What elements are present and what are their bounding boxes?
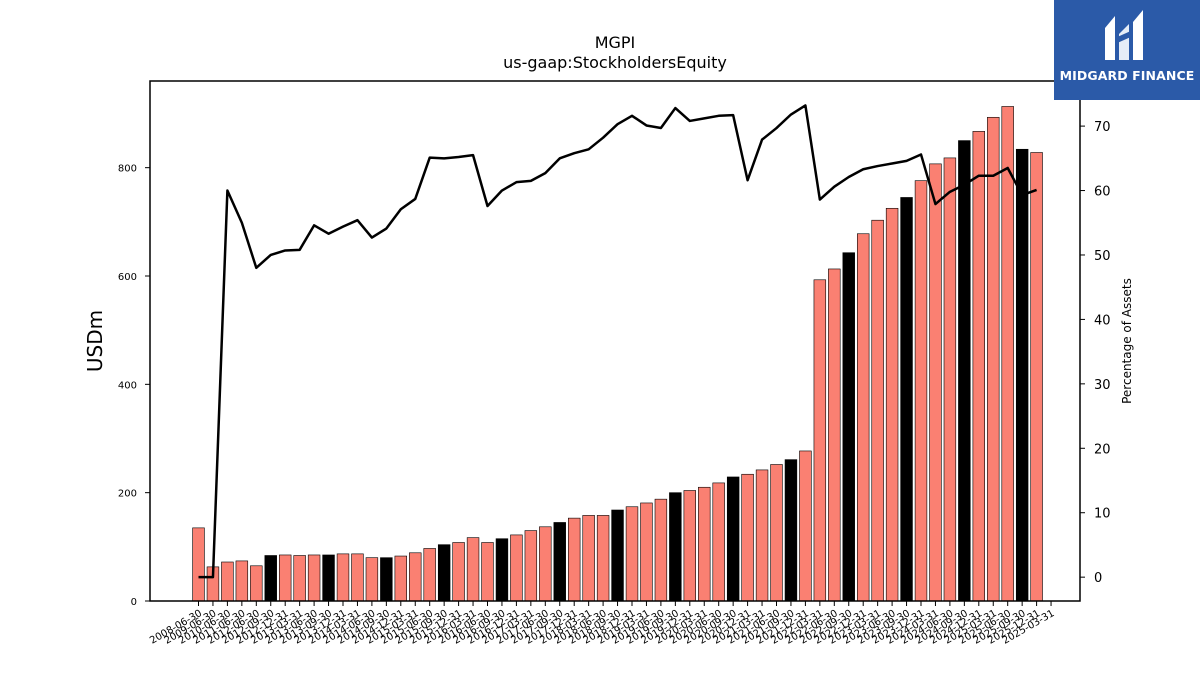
bar [611, 509, 624, 602]
bar [1030, 152, 1043, 602]
chart-subtitle: us-gaap:StockholdersEquity [503, 53, 727, 72]
y-tick-label: 600 [118, 272, 137, 283]
y2-tick-label: 20 [1094, 442, 1111, 457]
bar [264, 555, 277, 602]
bar-series [192, 106, 1043, 602]
y-axis-label: USDm [83, 310, 107, 372]
bar [452, 542, 465, 602]
bar [712, 482, 725, 602]
y2-tick-label: 0 [1094, 571, 1102, 586]
y-tick-label: 800 [118, 164, 137, 175]
plot-frame [149, 80, 1081, 602]
x-axis: 2008-06-302009-06-302010-06-302011-06-30… [148, 601, 1057, 647]
bar [567, 517, 581, 602]
bar [1001, 106, 1014, 602]
y-tick-label: 0 [131, 597, 137, 608]
y2-tick-label: 10 [1094, 507, 1111, 522]
y2-tick-label: 40 [1094, 313, 1111, 328]
bar [784, 459, 798, 602]
bar [510, 534, 523, 602]
bar [596, 515, 610, 602]
bar [380, 557, 393, 602]
bar [235, 560, 249, 602]
bar [885, 207, 899, 602]
bar [351, 553, 364, 602]
bar [770, 464, 783, 602]
bar [437, 544, 451, 602]
bar [278, 554, 292, 602]
bar [322, 554, 335, 602]
bar [741, 473, 754, 602]
y2-axis-label: Percentage of Assets [1120, 278, 1134, 404]
chart-title: MGPI [595, 33, 636, 52]
bar [495, 538, 509, 602]
y2-tick-label: 30 [1094, 378, 1111, 393]
bar [409, 552, 422, 602]
bar [293, 555, 306, 602]
bar [755, 469, 769, 602]
bar [625, 506, 639, 602]
bar [842, 252, 855, 602]
bar [871, 219, 884, 602]
bar [683, 490, 697, 602]
y-tick-label: 400 [118, 380, 137, 391]
bar [856, 233, 870, 602]
midgard-logo-icon [1105, 10, 1143, 60]
bar [900, 197, 913, 602]
bar [698, 486, 711, 602]
bar [250, 565, 263, 602]
y2-tick-label: 60 [1094, 185, 1111, 200]
bar [929, 163, 942, 602]
bar [192, 527, 205, 602]
bar [423, 548, 436, 602]
bar [943, 157, 957, 602]
bar [726, 476, 740, 602]
brand-logo: MIDGARD FINANCE [1054, 0, 1200, 100]
brand-name: MIDGARD FINANCE [1059, 68, 1195, 83]
y-axis: 0 200 400 600 800 [118, 164, 150, 608]
bar [539, 526, 552, 602]
bar [1015, 148, 1029, 602]
bar [221, 561, 234, 602]
bar [654, 498, 668, 602]
bar [958, 140, 971, 602]
y2-axis: 0 10 20 30 40 50 60 70 [1080, 120, 1111, 586]
bar [582, 515, 595, 602]
y-tick-label: 200 [118, 489, 137, 500]
bar [524, 530, 538, 602]
bar [307, 554, 321, 602]
y2-tick-label: 70 [1094, 120, 1111, 135]
y2-tick-label: 50 [1094, 249, 1111, 264]
bar [553, 522, 566, 602]
bar [914, 180, 928, 602]
bar [972, 131, 986, 602]
bar [799, 450, 812, 602]
bar [669, 492, 682, 602]
bar [466, 537, 480, 602]
series-line [198, 104, 1038, 579]
bar [365, 557, 379, 602]
bar [640, 502, 653, 602]
line-series [198, 104, 1038, 579]
bar [828, 268, 841, 602]
bar [394, 555, 407, 602]
bar [813, 279, 827, 602]
bar [481, 542, 494, 602]
bar [336, 553, 350, 602]
bar [987, 116, 1000, 602]
